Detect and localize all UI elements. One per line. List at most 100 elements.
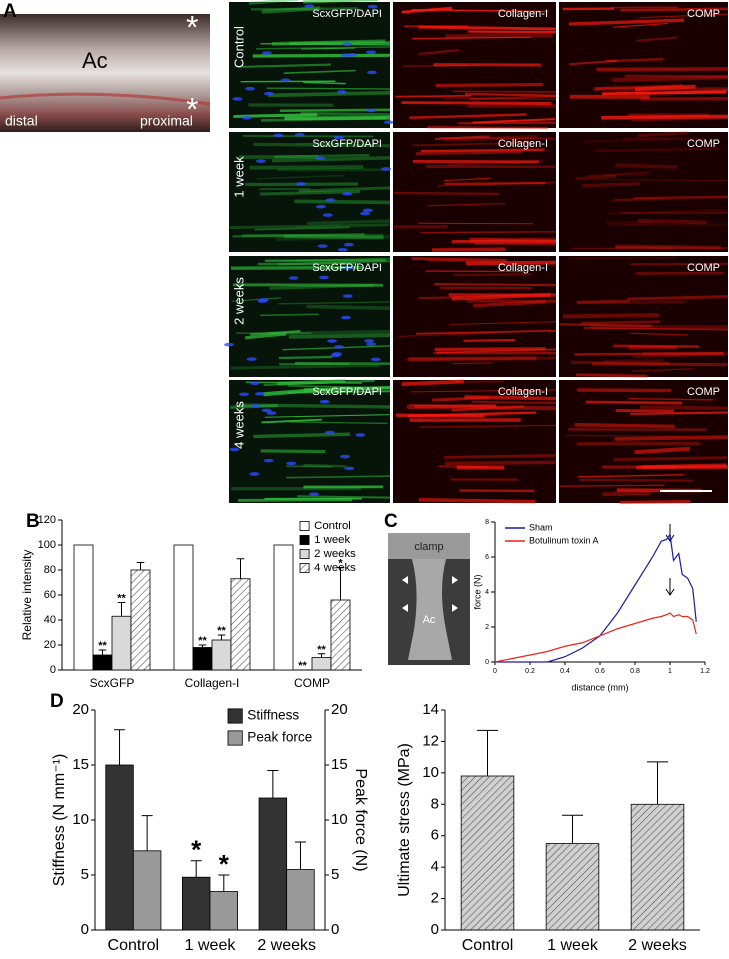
legend-swatch (299, 549, 310, 559)
y-axis-label: Stiffness (N mm⁻¹) (51, 754, 68, 887)
bar (273, 544, 294, 671)
micrograph-fiber (411, 8, 549, 13)
micrograph-fiber (412, 141, 533, 147)
y-tick-label: 8 (431, 795, 439, 812)
micrograph-nucleus (317, 244, 328, 248)
micrograph-fiber (409, 113, 527, 119)
error-bar (476, 729, 499, 776)
y-tick-label: 8 (485, 519, 489, 526)
micrograph-fiber (303, 386, 391, 392)
y2-tick-label: 20 (331, 701, 348, 718)
micrograph-fiber (628, 397, 714, 401)
bar (181, 876, 211, 931)
legend-swatch (299, 563, 310, 573)
micrograph-fiber (412, 36, 532, 40)
micrograph-fiber (633, 353, 724, 359)
legend-swatch (299, 535, 310, 545)
bar (230, 578, 251, 671)
micrograph-fiber (453, 273, 532, 277)
micrograph-nucleus (337, 247, 348, 252)
micrograph-fiber (634, 84, 696, 92)
y-tick-label: 100 (38, 539, 56, 551)
error-bar (336, 567, 345, 600)
column-label: COMP (687, 386, 720, 398)
y-tick-label: 2 (431, 890, 439, 907)
micrograph-fiber (411, 257, 507, 262)
error-bar (646, 761, 669, 805)
micrograph-nucleus (280, 78, 291, 83)
micrograph-fiber (577, 388, 672, 393)
micrograph-nucleus (249, 472, 260, 476)
micrograph-fiber (295, 224, 341, 229)
micrograph-nucleus (318, 275, 329, 280)
micrograph-nucleus (224, 342, 235, 347)
micrograph-fiber (405, 356, 557, 361)
micrograph-fiber (249, 165, 364, 170)
y-tick-label: 4 (431, 858, 439, 875)
error-bar (217, 634, 226, 640)
bar (311, 657, 332, 671)
micrograph-fiber (414, 404, 496, 409)
y2-tick-label: 10 (331, 811, 348, 828)
micrograph-fiber (592, 362, 728, 367)
y-tick-label: 40 (44, 614, 56, 626)
column-label: COMP (687, 262, 720, 274)
micrograph-fiber (242, 63, 332, 68)
micrograph-nucleus (327, 339, 338, 343)
micrograph-nucleus (255, 159, 266, 163)
legend-label: Stiffness (247, 708, 299, 723)
micrograph-fiber (634, 446, 690, 455)
micrograph-fiber (441, 97, 557, 100)
micrograph-nucleus (366, 50, 377, 54)
micrograph-fiber (586, 171, 651, 177)
micrograph-fiber (303, 463, 347, 468)
micrograph-fiber (613, 23, 669, 28)
micrograph-fiber (630, 411, 729, 415)
micrograph-fiber (421, 148, 545, 153)
micrograph-fiber (559, 323, 652, 327)
micrograph-fiber (596, 67, 729, 72)
legend-label: 4 weeks (314, 562, 356, 574)
micrograph (559, 380, 728, 503)
micrograph-fiber (263, 388, 313, 397)
micrograph-nucleus (332, 352, 343, 356)
micrograph-fiber (264, 414, 390, 418)
photo-asterisk: * (186, 9, 198, 45)
micrograph-fiber (256, 174, 345, 180)
micrograph-fiber (418, 296, 463, 300)
micrograph-nucleus (288, 276, 299, 280)
micrograph-fiber (638, 218, 707, 225)
micrograph (229, 132, 390, 252)
micrograph-nucleus (341, 315, 352, 320)
micrograph-fiber (574, 351, 724, 356)
photo-vessel (0, 92, 211, 106)
micrograph-nucleus (324, 430, 335, 435)
micrograph-fiber (412, 159, 539, 164)
error-bar (236, 558, 245, 579)
micrograph-fiber (401, 101, 552, 105)
micrograph-fiber (242, 135, 374, 138)
y-tick-label: 0 (431, 921, 439, 938)
micrograph-fiber (289, 421, 388, 425)
micrograph-fiber (408, 356, 537, 362)
micrograph-fiber (594, 147, 719, 153)
x-tick-label: 1 (668, 668, 672, 675)
x-axis-label: distance (mm) (571, 682, 628, 692)
micrograph-nucleus (364, 339, 375, 343)
micrograph-fiber (615, 244, 722, 250)
micrograph-fiber (418, 25, 557, 31)
micrograph-fiber (250, 329, 301, 336)
micrograph-fiber (410, 389, 557, 393)
micrograph-fiber (254, 226, 350, 231)
bar (173, 544, 194, 671)
legend-label: Botulinum toxin A (529, 535, 599, 545)
micrograph-fiber (579, 478, 693, 482)
micrograph-fiber (576, 299, 630, 304)
micrograph-fiber (251, 7, 359, 11)
x-tick-label: 1 week (547, 937, 599, 954)
micrograph-fiber (468, 30, 557, 34)
y-tick-label: 0 (50, 664, 56, 676)
micrograph-fiber (261, 418, 322, 424)
micrograph-nucleus (261, 51, 272, 55)
error-bar (218, 874, 230, 892)
